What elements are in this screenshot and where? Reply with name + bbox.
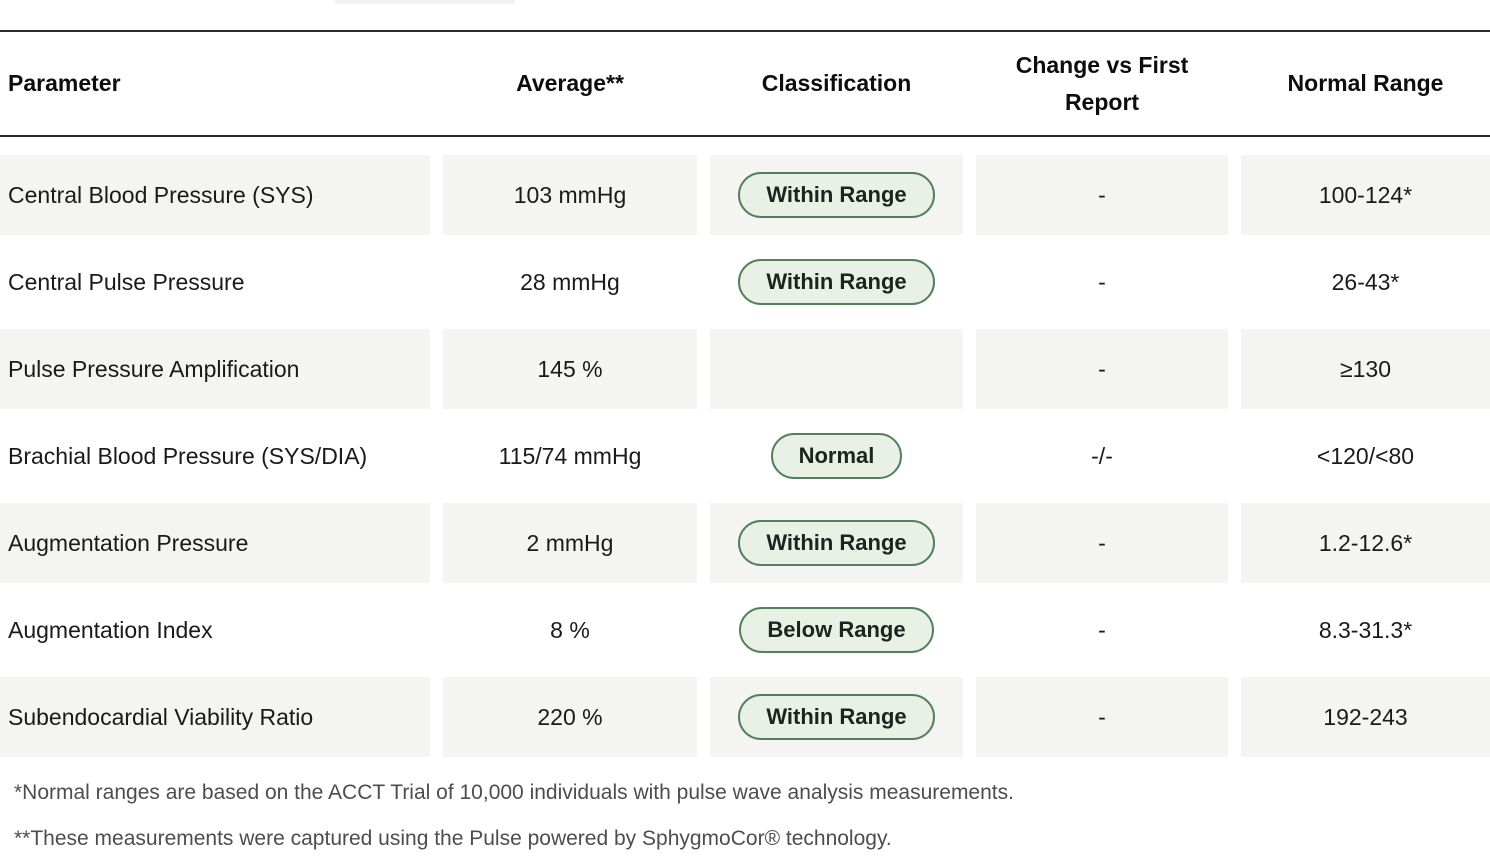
status-badge: Within Range [738, 520, 935, 566]
average-cell: 2 mmHg [443, 503, 697, 583]
status-badge: Within Range [738, 694, 935, 740]
change-cell: - [1098, 616, 1106, 643]
table-row: Augmentation Pressure 2 mmHg Within Rang… [0, 503, 1490, 583]
status-badge: Below Range [739, 607, 934, 653]
column-header-change-label: Change vs First Report [1015, 51, 1189, 115]
change-cell: - [976, 329, 1228, 409]
average-cell: 28 mmHg [520, 268, 620, 295]
average-cell: 220 % [443, 677, 697, 757]
parameter-cell: Subendocardial Viability Ratio [0, 677, 430, 757]
table-row: Central Pulse Pressure 28 mmHg Within Ra… [0, 242, 1490, 322]
table-header: Parameter Average** Classification Chang… [0, 30, 1490, 137]
table-row: Brachial Blood Pressure (SYS/DIA) 115/74… [0, 416, 1490, 496]
status-badge: Within Range [738, 259, 935, 305]
cropped-content-fragment [335, 0, 515, 4]
classification-cell: Within Range [710, 503, 963, 583]
parameter-cell: Augmentation Index [8, 616, 213, 643]
column-header-change-vs-first-report: Change vs First Report [976, 47, 1228, 121]
change-cell: - [1098, 268, 1106, 295]
change-cell: -/- [1091, 442, 1113, 469]
classification-cell [710, 329, 963, 409]
status-badge: Normal [770, 433, 903, 479]
normal-range-cell: ≥130 [1241, 329, 1490, 409]
average-cell: 145 % [443, 329, 697, 409]
classification-cell: Within Range [710, 155, 963, 235]
classification-cell: Normal [710, 416, 963, 496]
classification-cell: Below Range [710, 590, 963, 670]
average-cell: 8 % [550, 616, 590, 643]
change-cell: - [976, 155, 1228, 235]
table-row: Augmentation Index 8 % Below Range - 8.3… [0, 590, 1490, 670]
parameter-cell: Augmentation Pressure [0, 503, 430, 583]
average-cell: 103 mmHg [443, 155, 697, 235]
footnotes-section: *Normal ranges are based on the ACCT Tri… [0, 779, 1490, 860]
column-header-normal-range: Normal Range [1287, 70, 1444, 97]
footnote-measurement-technology: **These measurements were captured using… [14, 827, 892, 850]
normal-range-cell: <120/<80 [1316, 442, 1415, 469]
normal-range-cell: 26-43* [1331, 268, 1400, 295]
footnote-normal-ranges: *Normal ranges are based on the ACCT Tri… [14, 781, 1014, 804]
parameter-cell: Pulse Pressure Amplification [0, 329, 430, 409]
normal-range-cell: 192-243 [1241, 677, 1490, 757]
table-row: Subendocardial Viability Ratio 220 % Wit… [0, 677, 1490, 757]
table-body: Central Blood Pressure (SYS) 103 mmHg Wi… [0, 155, 1490, 757]
parameter-cell: Central Pulse Pressure [8, 268, 245, 295]
classification-cell: Within Range [710, 677, 963, 757]
classification-cell: Within Range [710, 242, 963, 322]
column-header-classification: Classification [761, 70, 912, 97]
status-badge: Within Range [738, 172, 935, 218]
average-cell: 115/74 mmHg [498, 442, 642, 469]
column-header-parameter: Parameter [8, 70, 121, 97]
table-row: Central Blood Pressure (SYS) 103 mmHg Wi… [0, 155, 1490, 235]
table-row: Pulse Pressure Amplification 145 % - ≥13… [0, 329, 1490, 409]
normal-range-cell: 100-124* [1241, 155, 1490, 235]
change-cell: - [976, 677, 1228, 757]
normal-range-cell: 8.3-31.3* [1318, 616, 1413, 643]
column-header-average: Average** [516, 70, 624, 97]
change-cell: - [976, 503, 1228, 583]
normal-range-cell: 1.2-12.6* [1241, 503, 1490, 583]
parameter-cell: Central Blood Pressure (SYS) [0, 155, 430, 235]
parameter-cell: Brachial Blood Pressure (SYS/DIA) [8, 442, 368, 469]
